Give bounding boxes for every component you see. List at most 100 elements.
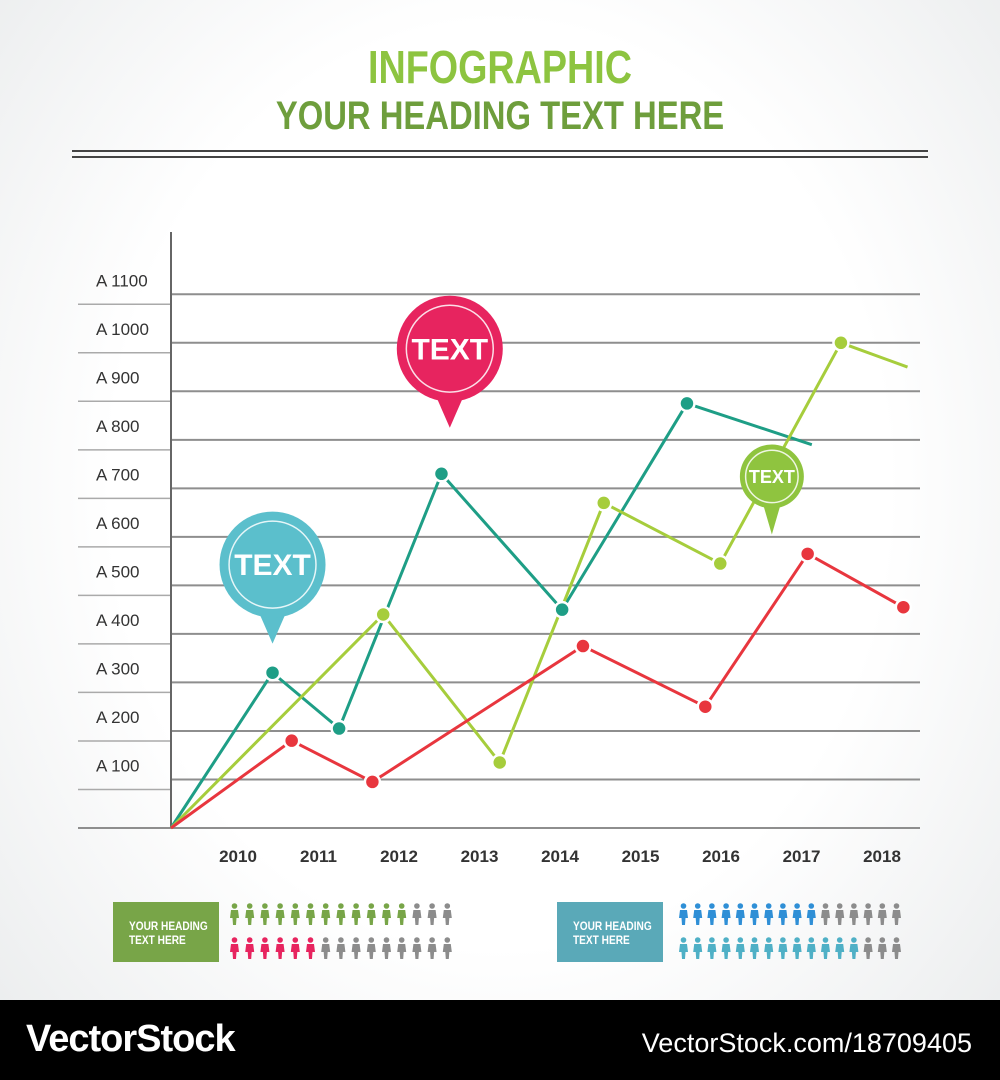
- data-point: [711, 554, 730, 573]
- person-icon: [230, 903, 239, 925]
- x-tick-label: 2018: [863, 847, 901, 866]
- person-icon: [412, 903, 422, 925]
- data-point: [432, 465, 451, 483]
- x-tick-label: 2011: [300, 847, 337, 866]
- callout-pin-tail: [762, 503, 781, 535]
- header-rule-top: [72, 150, 928, 152]
- person-icon: [336, 903, 346, 925]
- person-icon: [806, 937, 816, 959]
- callout-pin: TEXT: [739, 444, 804, 535]
- person-icon: [427, 937, 437, 959]
- person-icon: [721, 903, 731, 925]
- person-icon: [877, 903, 887, 925]
- person-icon: [735, 903, 745, 925]
- person-icon: [693, 903, 703, 925]
- person-icon: [679, 937, 688, 959]
- person-icon: [877, 937, 887, 959]
- person-icon: [245, 903, 255, 925]
- panel-heading-box-teal: YOUR HEADING TEXT HERE: [557, 902, 663, 962]
- callout-pin-ring: [744, 449, 799, 504]
- person-icon: [230, 937, 239, 959]
- data-point: [490, 753, 509, 772]
- person-icon: [863, 903, 873, 925]
- y-tick-label: A 800: [96, 417, 140, 436]
- person-icon: [750, 903, 759, 925]
- person-icon: [693, 937, 703, 959]
- x-tick-label: 2013: [461, 847, 499, 866]
- person-icon: [849, 937, 859, 959]
- person-icon: [778, 937, 788, 959]
- data-point: [798, 545, 817, 563]
- person-icon: [245, 937, 255, 959]
- person-icon: [366, 937, 376, 959]
- y-tick-label: A 100: [96, 756, 140, 775]
- callout-pin-head: [739, 444, 804, 509]
- callout-label: TEXT: [234, 549, 311, 582]
- callout-pin-tail: [434, 393, 465, 428]
- callout-pin-tail: [257, 609, 288, 644]
- callout-pin: TEXT: [219, 511, 326, 644]
- y-tick-label: A 500: [96, 562, 140, 581]
- person-icon: [382, 937, 391, 959]
- panel-heading-box-green: YOUR HEADING TEXT HERE: [113, 902, 219, 962]
- line-chart: A 100 A 200 A 300 A 400 A 500 A 600 A 700 A 800…: [78, 232, 920, 866]
- person-icon: [679, 903, 688, 925]
- data-point: [894, 598, 913, 616]
- watermark-footer: VectorStock VectorStock.com/18709405: [0, 1000, 1000, 1080]
- y-tick-label: A 1100: [96, 271, 148, 290]
- person-icon: [821, 903, 830, 925]
- data-point: [696, 697, 715, 716]
- person-icon: [750, 937, 759, 959]
- person-icon: [412, 937, 422, 959]
- y-tick-label: A 200: [96, 708, 140, 727]
- vectorstock-logo: VectorStock: [26, 1018, 236, 1060]
- data-point: [282, 731, 301, 750]
- person-icon: [290, 937, 300, 959]
- y-tick-label: A 700: [96, 465, 140, 484]
- person-icon: [366, 903, 376, 925]
- person-icon: [792, 903, 802, 925]
- header-rule-bottom: [72, 156, 928, 158]
- y-tick-label: A 300: [96, 659, 140, 678]
- person-icon: [260, 903, 270, 925]
- people-icons-green: [230, 903, 452, 959]
- y-tick-label: A 1000: [96, 320, 149, 339]
- x-tick-label: 2017: [783, 847, 821, 866]
- people-icons-blue: [679, 903, 901, 959]
- person-icon: [306, 937, 315, 959]
- person-icon: [321, 903, 331, 925]
- data-point: [263, 663, 282, 682]
- person-icon: [863, 937, 873, 959]
- callout-label: TEXT: [411, 333, 488, 366]
- person-icon: [382, 903, 391, 925]
- person-icon: [735, 937, 745, 959]
- heading-subtitle: YOUR HEADING TEXT HERE: [275, 94, 725, 138]
- x-tick-label: 2016: [702, 847, 740, 866]
- person-icon: [764, 903, 774, 925]
- data-point: [553, 600, 571, 619]
- person-icon: [427, 903, 437, 925]
- person-icon: [442, 937, 452, 959]
- callout-pin-head: [396, 295, 503, 402]
- data-point: [374, 605, 392, 624]
- person-icon: [892, 937, 901, 959]
- person-icon: [351, 937, 361, 959]
- callout-pin-ring: [228, 520, 317, 609]
- data-point: [330, 719, 348, 738]
- person-icon: [260, 937, 270, 959]
- person-icon: [849, 903, 859, 925]
- person-icon: [275, 903, 285, 925]
- data-point: [832, 334, 850, 352]
- infographic-title: INFOGRAPHIC: [367, 41, 633, 93]
- callout-pin: TEXT: [396, 295, 503, 428]
- y-tick-label: A 900: [96, 368, 140, 387]
- person-icon: [442, 903, 452, 925]
- callout-pin-head: [219, 511, 326, 618]
- person-icon: [721, 937, 731, 959]
- x-tick-label: 2014: [541, 847, 579, 866]
- person-icon: [336, 937, 346, 959]
- person-icon: [835, 903, 845, 925]
- person-icon: [707, 937, 717, 959]
- data-point: [574, 637, 592, 655]
- person-icon: [306, 903, 315, 925]
